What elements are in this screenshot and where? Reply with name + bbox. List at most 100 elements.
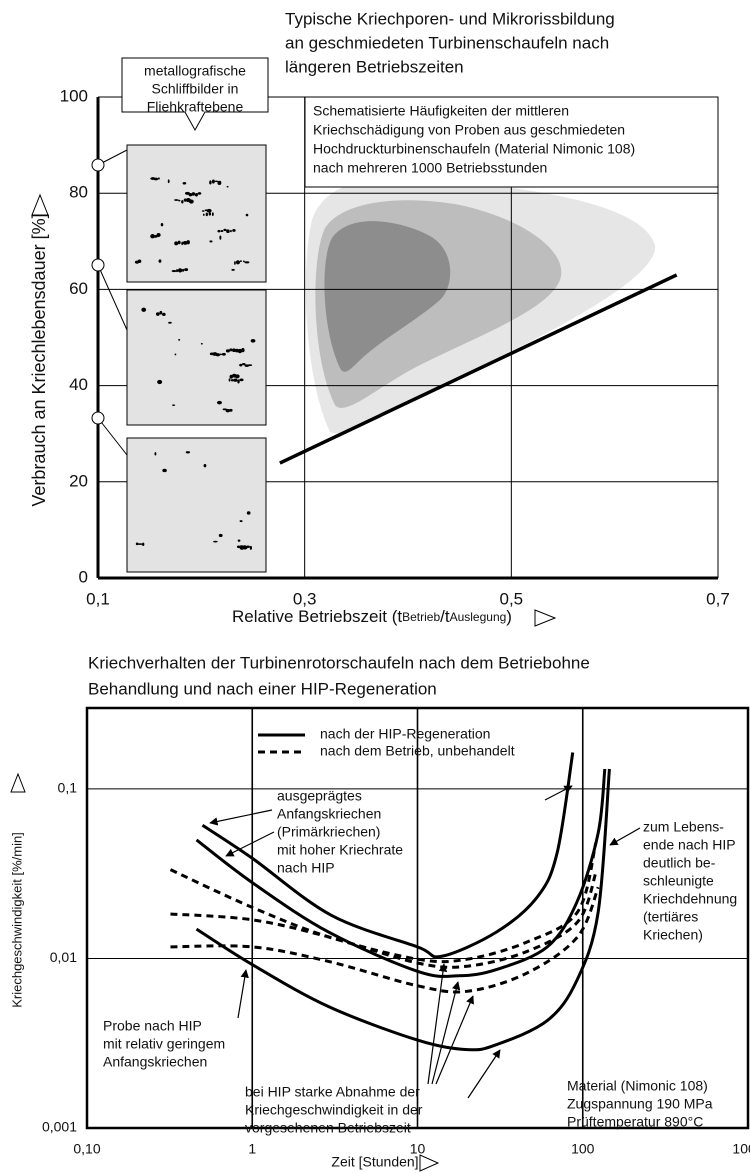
pore (208, 212, 212, 216)
pore (176, 269, 179, 273)
pore (181, 241, 184, 246)
x-tick-label: 0,5 (500, 589, 524, 608)
pore (229, 348, 233, 352)
y-tick-label: 0,001 (42, 1119, 77, 1135)
annotation: mit relativ geringem (103, 1036, 225, 1052)
pore (209, 240, 213, 243)
pore (186, 240, 190, 245)
micrograph (126, 289, 267, 426)
x-tick-label: 0,7 (706, 589, 730, 608)
pore (230, 379, 235, 382)
x-axis-label-part: /t (440, 607, 450, 626)
pore (168, 321, 172, 324)
pore (237, 379, 240, 384)
pore (219, 353, 223, 356)
series-line (170, 872, 598, 969)
pore (162, 312, 166, 316)
pore (158, 259, 162, 263)
pore (247, 364, 253, 367)
annotation: nach mehreren 1000 Betriebsstunden (313, 160, 547, 176)
pore (167, 179, 170, 184)
pore (150, 234, 155, 239)
arrow (427, 963, 448, 1085)
pore (178, 339, 181, 341)
marker-circle (91, 411, 105, 425)
arrow (431, 981, 461, 1085)
pore (242, 545, 247, 548)
pore (181, 200, 184, 204)
pore (177, 268, 183, 273)
x-tick-label: 10 (410, 1141, 426, 1157)
callout-box (121, 57, 269, 132)
series-line (279, 273, 678, 465)
pore (194, 192, 198, 197)
pore (226, 229, 230, 234)
annotation: Material (Nimonic 108) (567, 1078, 708, 1094)
annotation: nach HIP (277, 860, 335, 876)
pore (234, 374, 240, 379)
y-tick-label: 100 (60, 86, 88, 105)
pore (174, 353, 177, 356)
pore (237, 539, 241, 542)
annotation: Probe nach HIP (103, 1018, 202, 1034)
pore (153, 177, 159, 181)
pore (239, 520, 243, 523)
connector (97, 264, 128, 331)
x-axis-label-part: ) (506, 607, 512, 626)
pore (211, 179, 215, 184)
pore (235, 260, 241, 265)
pore (177, 240, 181, 245)
micrograph (126, 437, 267, 573)
pore (220, 229, 224, 233)
legend-label: nach der HIP-Regeneration (320, 726, 490, 742)
y-tick-label: 0 (79, 567, 88, 586)
axis-arrow (10, 772, 26, 793)
pore (203, 463, 207, 468)
annotation: mit hoher Kriechrate (277, 842, 403, 858)
pore (239, 378, 244, 382)
pore (244, 261, 250, 264)
arrow (209, 809, 273, 826)
pore (181, 268, 185, 272)
annotation: ausgeprägtes (277, 788, 362, 804)
series-line (169, 842, 598, 964)
arrow (544, 785, 573, 801)
pore (182, 240, 188, 245)
pore (217, 180, 222, 185)
annotation: Prüftemperatur 890°C (567, 1114, 703, 1130)
pore (201, 210, 205, 212)
pore (226, 185, 229, 188)
x-tick-label: 0,1 (86, 589, 110, 608)
chart-title: längeren Betriebszeiten (285, 57, 464, 76)
annotation: Kriechgeschwindigkeit in der (245, 1102, 423, 1118)
x-tick-label: 0,10 (73, 1141, 100, 1157)
annotation: bei HIP starke Abnahme der (245, 1084, 420, 1100)
pore (249, 545, 252, 550)
plot-frame (85, 706, 750, 1130)
arrow (467, 1049, 501, 1099)
pore (228, 378, 231, 382)
x-axis-label: Relative Betriebszeit (tBetrieb/tAuslegu… (232, 607, 512, 626)
annotation: Kriechdehnung (643, 891, 737, 907)
pore (245, 213, 249, 217)
pore (160, 222, 164, 227)
pore (246, 511, 251, 515)
pore (209, 180, 212, 185)
annotation: (Primärkriechen) (277, 824, 380, 840)
chart-2-arrows (209, 785, 641, 1099)
chart-title: Behandlung und nach einer HIP-Regenerati… (88, 679, 437, 698)
pore (174, 199, 179, 201)
pore (239, 260, 242, 263)
legend-label: nach dem Betrieb, unbehandelt (320, 743, 515, 759)
pore (242, 260, 245, 263)
pore (205, 212, 208, 217)
pore (245, 545, 250, 549)
pore (182, 181, 187, 185)
marker-circle (91, 258, 105, 272)
x-axis-label: Zeit [Stunden] (331, 1154, 418, 1170)
annotation-box (304, 96, 719, 188)
pore (188, 199, 194, 204)
pore (218, 533, 223, 538)
pore (233, 378, 238, 382)
